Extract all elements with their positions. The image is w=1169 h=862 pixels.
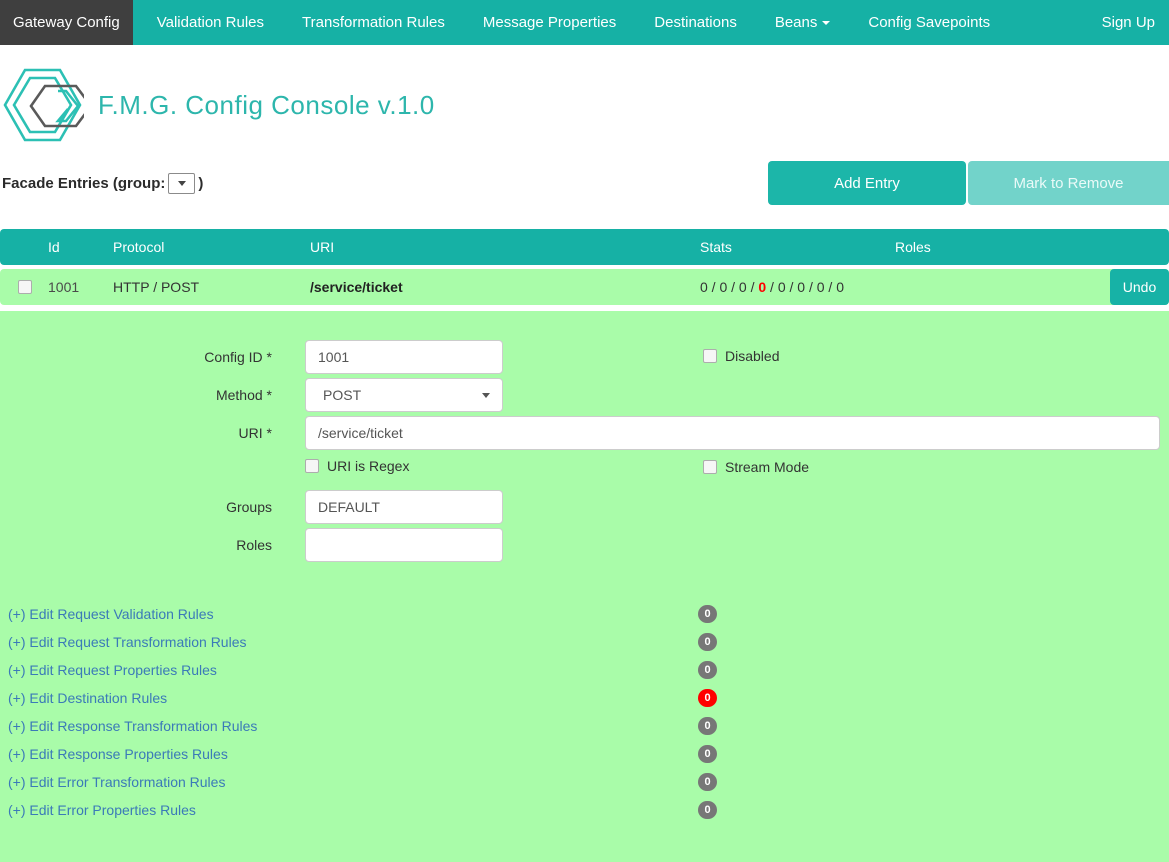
- disabled-label: Disabled: [725, 348, 780, 364]
- mark-to-remove-button[interactable]: Mark to Remove: [968, 161, 1169, 205]
- add-entry-button[interactable]: Add Entry: [768, 161, 966, 205]
- groups-label: Groups: [226, 499, 272, 515]
- top-navbar: Gateway Config Validation Rules Transfor…: [0, 0, 1169, 45]
- header-uri: URI: [310, 239, 335, 255]
- facade-entries-label: Facade Entries (group: ): [2, 173, 203, 194]
- uri-row: URI *: [0, 416, 1169, 450]
- header-stats: Stats: [700, 239, 732, 255]
- brand-header: F.M.G. Config Console v.1.0: [0, 45, 1169, 157]
- edit-request-properties-rules-link[interactable]: (+) Edit Request Properties Rules: [8, 662, 217, 678]
- link-row: (+) Edit Request Validation Rules 0: [8, 600, 1169, 628]
- link-row: (+) Edit Request Properties Rules 0: [8, 656, 1169, 684]
- edit-request-validation-rules-link[interactable]: (+) Edit Request Validation Rules: [8, 606, 214, 622]
- nav-beans-label: Beans: [774, 14, 818, 31]
- toolbar-buttons: Add Entry Mark to Remove: [768, 161, 1169, 205]
- header-roles: Roles: [895, 239, 931, 255]
- config-id-row: Config ID * Disabled: [0, 340, 1169, 374]
- link-row: (+) Edit Response Properties Rules 0: [8, 740, 1169, 768]
- edit-error-transformation-rules-link[interactable]: (+) Edit Error Transformation Rules: [8, 774, 226, 790]
- edit-request-transformation-rules-link[interactable]: (+) Edit Request Transformation Rules: [8, 634, 247, 650]
- toolbar: Facade Entries (group: ) Add Entry Mark …: [0, 161, 1169, 205]
- header-id: Id: [48, 239, 60, 255]
- table-header: Id Protocol URI Stats Roles: [0, 229, 1169, 265]
- entry-detail-panel: Config ID * Disabled Method * POST URI *…: [0, 311, 1169, 862]
- request-transformation-count-badge: 0: [698, 633, 717, 651]
- caret-down-icon: [482, 393, 490, 398]
- link-row: (+) Edit Error Transformation Rules 0: [8, 768, 1169, 796]
- method-label: Method *: [215, 387, 272, 403]
- header-protocol: Protocol: [113, 239, 165, 255]
- nav-beans-dropdown[interactable]: Beans: [761, 0, 845, 45]
- facade-label-prefix: Facade Entries (group:: [2, 175, 166, 192]
- link-row: (+) Edit Destination Rules 0: [8, 684, 1169, 712]
- edit-response-transformation-rules-link[interactable]: (+) Edit Response Transformation Rules: [8, 718, 258, 734]
- row-protocol: HTTP / POST: [113, 279, 200, 295]
- config-id-label: Config ID *: [204, 349, 272, 365]
- roles-label: Roles: [236, 537, 272, 553]
- stream-mode-label: Stream Mode: [725, 459, 810, 475]
- row-stats: 0 / 0 / 0 / 0 / 0 / 0 / 0 / 0: [692, 279, 887, 295]
- nav-config-savepoints[interactable]: Config Savepoints: [868, 14, 991, 31]
- row-id: 1001: [48, 279, 80, 295]
- request-validation-count-badge: 0: [698, 605, 717, 623]
- response-transformation-count-badge: 0: [698, 717, 717, 735]
- stats-after: / 0 / 0 / 0 / 0: [766, 279, 844, 295]
- uri-label: URI *: [238, 425, 272, 441]
- edit-destination-rules-link[interactable]: (+) Edit Destination Rules: [8, 690, 168, 706]
- response-properties-count-badge: 0: [698, 745, 717, 763]
- group-select[interactable]: [168, 173, 196, 194]
- edit-response-properties-rules-link[interactable]: (+) Edit Response Properties Rules: [8, 746, 228, 762]
- nav-gateway-config[interactable]: Gateway Config: [0, 0, 133, 45]
- uri-regex-label: URI is Regex: [327, 458, 410, 474]
- config-id-input[interactable]: [305, 340, 503, 374]
- edit-error-properties-rules-link[interactable]: (+) Edit Error Properties Rules: [8, 802, 196, 818]
- groups-input[interactable]: [305, 490, 503, 524]
- groups-row: Groups: [0, 490, 1169, 524]
- error-properties-count-badge: 0: [698, 801, 717, 819]
- method-row: Method * POST: [0, 378, 1169, 412]
- row-uri: /service/ticket: [310, 279, 403, 295]
- disabled-checkbox-field: Disabled: [703, 348, 779, 364]
- uri-regex-field: URI is Regex: [305, 458, 1169, 474]
- link-row: (+) Edit Request Transformation Rules 0: [8, 628, 1169, 656]
- page-title: F.M.G. Config Console v.1.0: [98, 89, 435, 120]
- edit-rules-links: (+) Edit Request Validation Rules 0 (+) …: [0, 600, 1169, 824]
- uri-input[interactable]: [305, 416, 1160, 450]
- table-row[interactable]: 1001 HTTP / POST /service/ticket 0 / 0 /…: [0, 269, 1169, 305]
- nav-destinations[interactable]: Destinations: [654, 14, 737, 31]
- row-select-checkbox[interactable]: [18, 280, 32, 294]
- error-transformation-count-badge: 0: [698, 773, 717, 791]
- undo-button[interactable]: Undo: [1110, 269, 1169, 305]
- row-checkbox-cell: [0, 279, 40, 295]
- caret-down-icon: [822, 21, 831, 26]
- request-properties-count-badge: 0: [698, 661, 717, 679]
- disabled-checkbox[interactable]: [703, 349, 717, 363]
- stream-mode-field: Stream Mode: [703, 459, 809, 475]
- caret-down-icon: [177, 181, 186, 186]
- link-row: (+) Edit Response Transformation Rules 0: [8, 712, 1169, 740]
- roles-input[interactable]: [305, 528, 503, 562]
- method-select-value: POST: [323, 387, 362, 403]
- stats-before: 0 / 0 / 0 /: [700, 279, 759, 295]
- facade-label-suffix: ): [198, 175, 204, 192]
- nav-message-properties[interactable]: Message Properties: [482, 14, 617, 31]
- link-row: (+) Edit Error Properties Rules 0: [8, 796, 1169, 824]
- stream-mode-checkbox[interactable]: [703, 460, 717, 474]
- uri-regex-checkbox[interactable]: [305, 459, 319, 473]
- nav-transformation-rules[interactable]: Transformation Rules: [302, 14, 445, 31]
- nav-validation-rules[interactable]: Validation Rules: [156, 14, 265, 31]
- destination-count-badge: 0: [698, 689, 717, 707]
- fmg-logo-icon: [3, 68, 84, 142]
- stats-red-value: 0: [758, 279, 767, 295]
- nav-sign-up[interactable]: Sign Up: [1101, 14, 1155, 31]
- regex-stream-row: URI is Regex Stream Mode: [0, 458, 1169, 480]
- method-select[interactable]: POST: [305, 378, 503, 412]
- roles-row: Roles: [0, 528, 1169, 562]
